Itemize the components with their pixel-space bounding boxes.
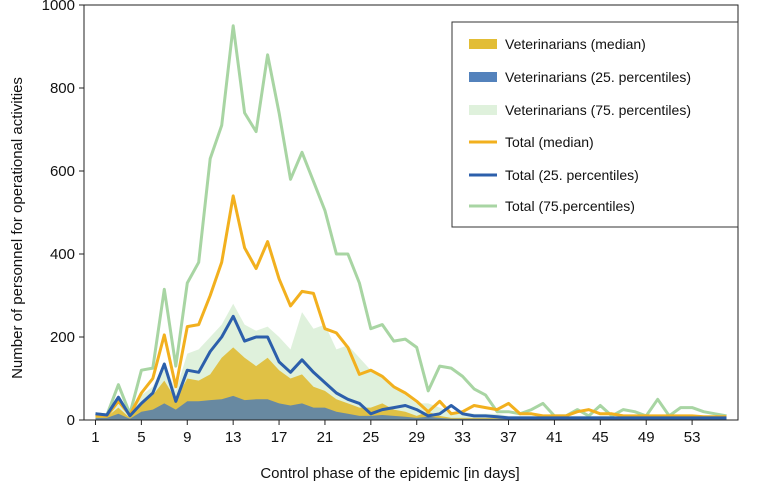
y-axis-label: Number of personnel for operational acti…: [9, 77, 26, 379]
y-tick-label: 0: [67, 412, 75, 429]
legend-label-veterinarians-25-percentiles: Veterinarians (25. percentiles): [505, 69, 691, 85]
x-tick-label: 37: [500, 429, 517, 446]
line-total-median: [95, 194, 727, 419]
y-tick-label: 400: [50, 246, 75, 263]
legend-box: [451, 21, 739, 228]
legend-label-total-25-percentiles: Total (25. percentiles): [505, 167, 639, 183]
x-tick-label: 49: [638, 429, 655, 446]
legend-label-veterinarians-75-percentiles: Veterinarians (75. percentiles): [505, 102, 691, 118]
legend: Veterinarians (median) Veterinarians (25.…: [451, 21, 739, 228]
line-total-75-percentiles: [95, 24, 727, 418]
y-tick-label: 800: [50, 80, 75, 97]
y-tick-label: 200: [50, 329, 75, 346]
legend-swatch-veterinarians-75-percentiles: [469, 105, 497, 115]
x-tick-label: 9: [183, 429, 191, 446]
y-tick-label: 600: [50, 163, 75, 180]
x-tick-label: 33: [454, 429, 471, 446]
x-tick-label: 13: [225, 429, 242, 446]
x-tick-label: 41: [546, 429, 563, 446]
x-tick-label: 5: [137, 429, 145, 446]
line-total-25-percentiles: [95, 314, 727, 420]
x-tick-label: 17: [271, 429, 288, 446]
area-veterinarians-25-percentiles: [95, 395, 727, 420]
legend-swatch-veterinarians-25-percentiles: [469, 72, 497, 82]
legend-label-veterinarians-median: Veterinarians (median): [505, 36, 646, 52]
legend-swatch-veterinarians-median: [469, 39, 497, 49]
y-tick-label: 1000: [42, 0, 75, 14]
line-series-group: [95, 24, 727, 420]
x-tick-label: 21: [317, 429, 334, 446]
legend-label-total-75-percentiles: Total (75.percentiles): [505, 198, 635, 214]
x-tick-label: 1: [91, 429, 99, 446]
x-tick-label: 29: [408, 429, 425, 446]
x-axis-label: Control phase of the epidemic [in days]: [260, 465, 519, 482]
area-series-group: [95, 303, 727, 420]
legend-label-total-median: Total (median): [505, 134, 594, 150]
x-tick-label: 45: [592, 429, 609, 446]
x-tick-label: 53: [684, 429, 701, 446]
x-tick-label: 25: [362, 429, 379, 446]
